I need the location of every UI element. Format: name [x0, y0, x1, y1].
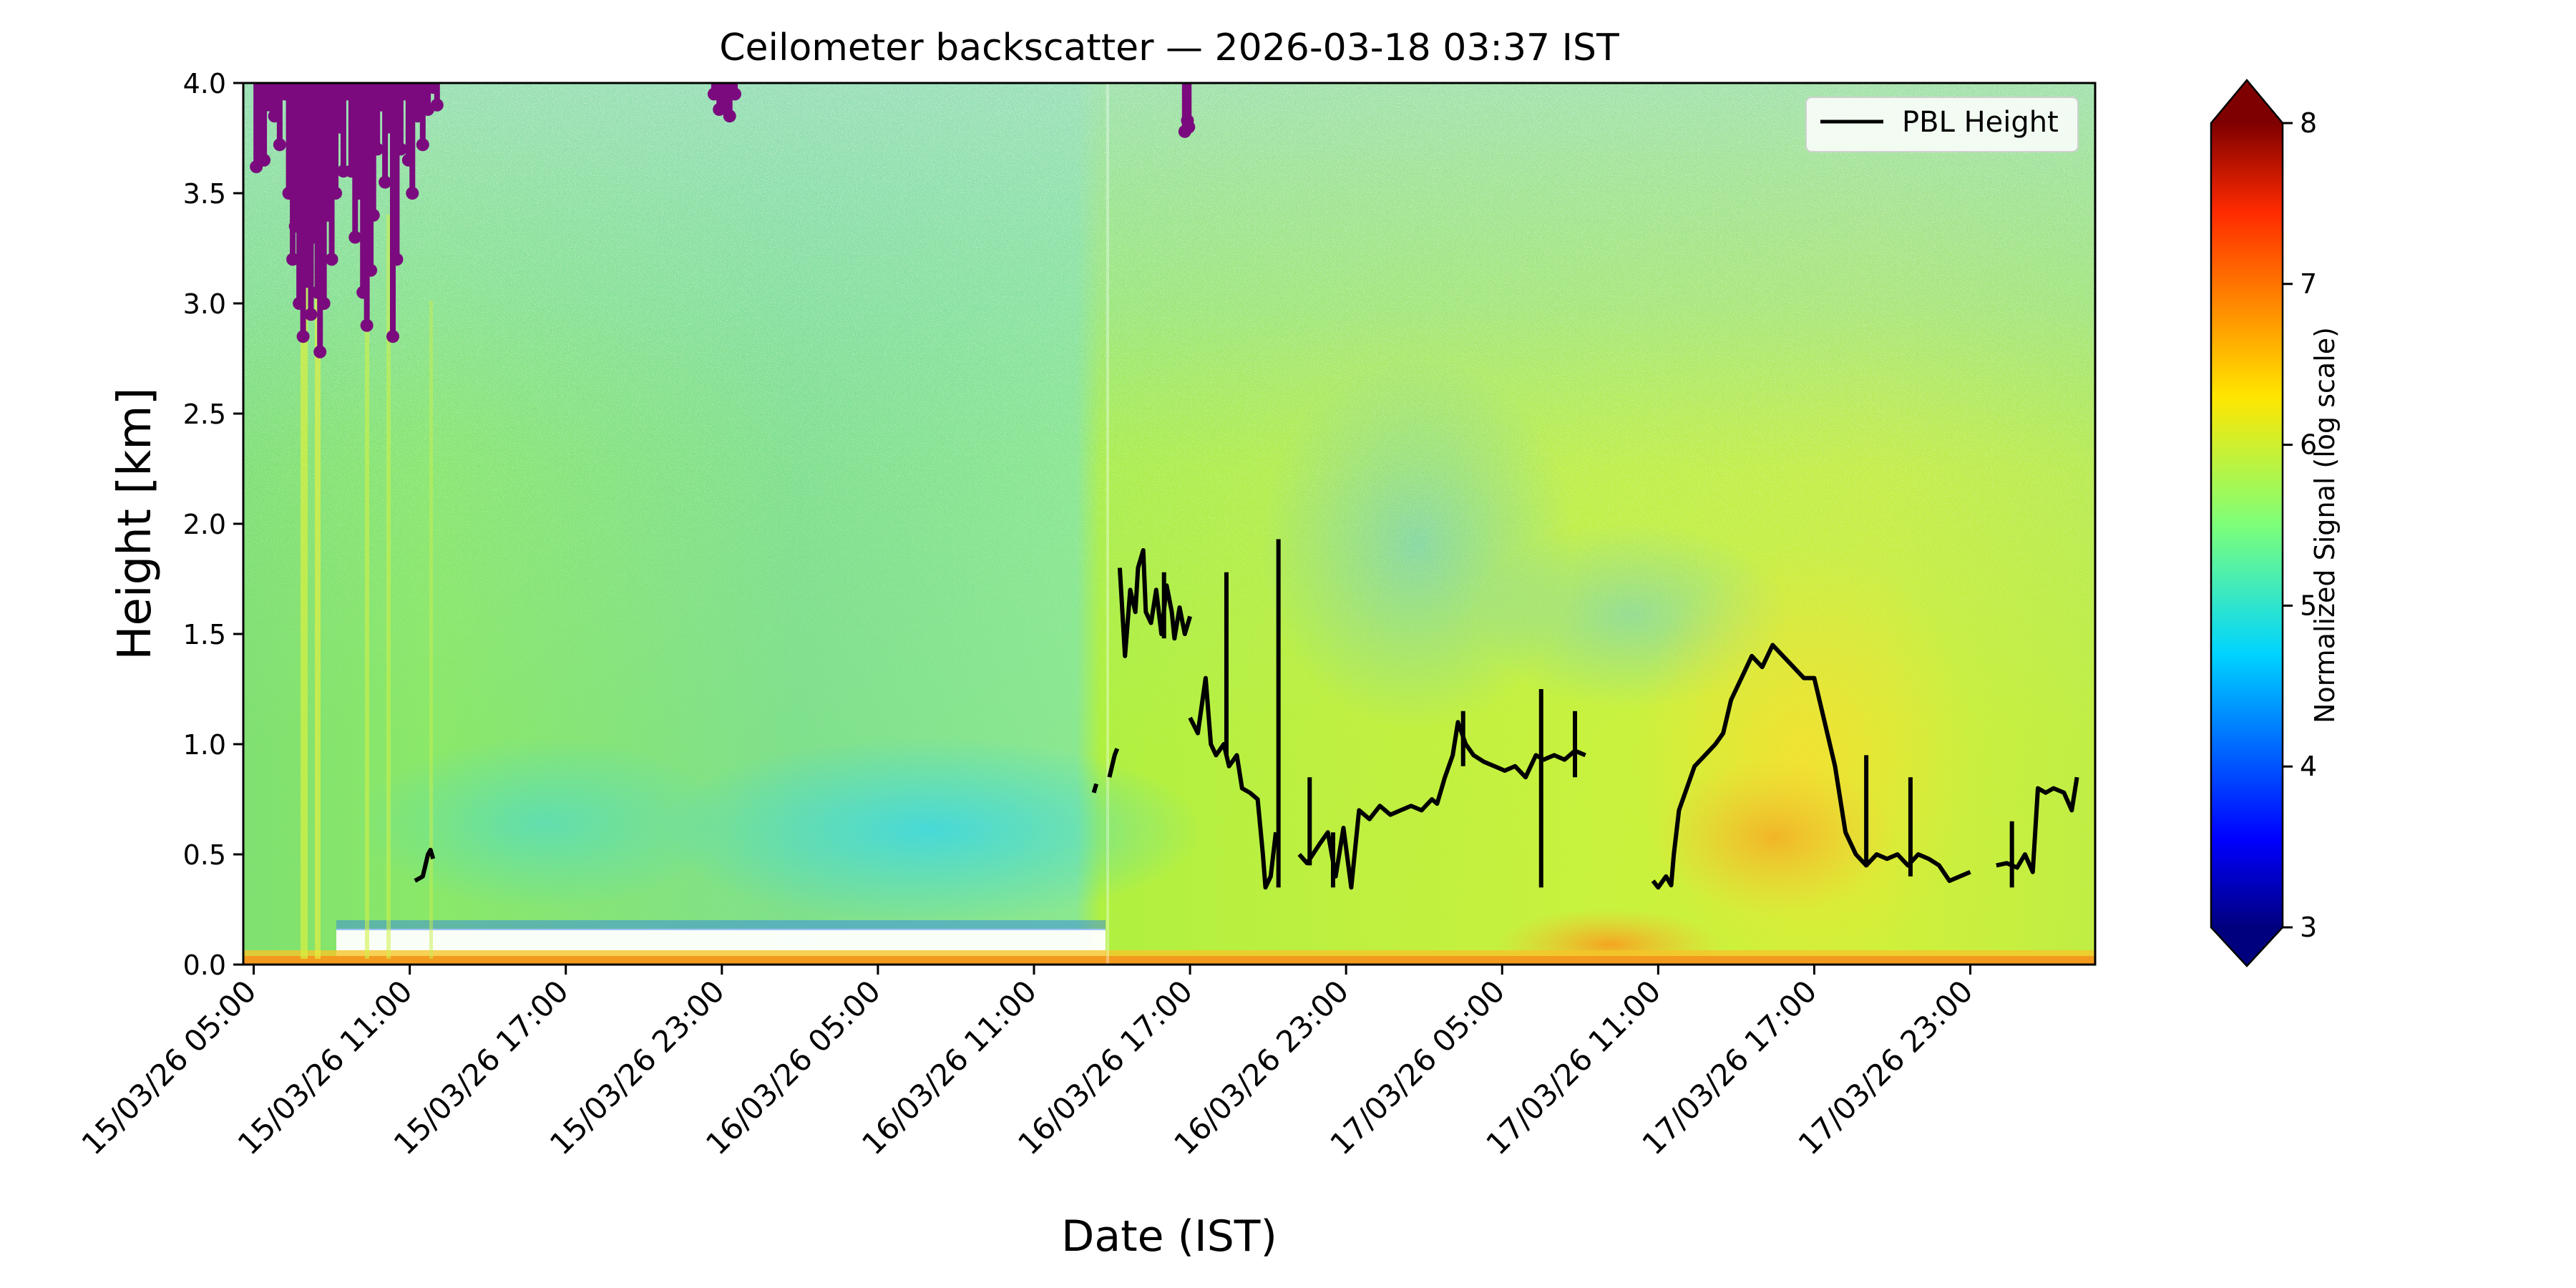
cloud-base-point: [348, 230, 362, 244]
cloud-base-point: [394, 142, 407, 156]
colorbar-extend-top: [2211, 80, 2283, 123]
pbl-height-line: [1091, 783, 1099, 794]
y-axis: 0.0 0.5 1.0 1.5 2.0 2.5 3.0 3.5 4.0: [183, 68, 243, 981]
y-tick-label: 2.0: [183, 509, 226, 540]
pbl-height-line: [1297, 720, 1586, 890]
colorbar: 3 4 5 6 7 8 Normalized Signal (log scale): [2210, 79, 2341, 967]
chart-title: Ceilometer backscatter — 2026-03-18 03:3…: [719, 26, 1619, 69]
cloud-base-point: [360, 318, 374, 332]
pbl-height-line: [1117, 548, 1192, 658]
cloud-base-point: [313, 345, 327, 358]
y-axis-label: Height [km]: [109, 387, 162, 660]
colorbar-tick-label: 7: [2300, 268, 2317, 300]
cloud-base-point: [304, 308, 318, 321]
cloud-base-point: [728, 87, 741, 101]
cloud-base-point: [364, 263, 378, 277]
colorbar-tick-label: 3: [2300, 912, 2317, 943]
colorbar-tick-label: 6: [2300, 429, 2317, 461]
cloud-base-point: [386, 330, 400, 343]
backscatter-heatmap: [243, 83, 2095, 965]
y-tick-label: 3.5: [183, 178, 226, 210]
colorbar-label: Normalized Signal (log scale): [2309, 327, 2341, 723]
legend: PBL Height: [1805, 97, 2079, 152]
cloud-base-point: [273, 138, 286, 152]
y-tick-label: 0.0: [183, 950, 226, 981]
y-tick-label: 4.0: [183, 68, 226, 99]
y-tick-label: 2.5: [183, 399, 226, 430]
colorbar-tick-label: 4: [2300, 751, 2317, 782]
legend-pbl-label: PBL Height: [1902, 106, 2059, 139]
y-tick-label: 1.0: [183, 729, 226, 761]
pbl-height-line: [414, 847, 436, 883]
cloud-base-point: [296, 330, 310, 343]
cloud-base-point: [379, 175, 392, 189]
y-tick-label: 0.5: [183, 839, 226, 871]
cloud-base-point: [286, 253, 300, 266]
cloud-base-point: [1182, 120, 1196, 134]
cloud-base-point: [371, 142, 384, 156]
x-axis-label: Date (IST): [1061, 1211, 1277, 1262]
cloud-base-point: [430, 98, 444, 112]
cloud-base-point: [390, 253, 404, 266]
cloud-base-point: [366, 208, 380, 222]
colorbar-tick-label: 5: [2300, 590, 2317, 621]
y-tick-label: 3.0: [183, 288, 226, 320]
colorbar-extend-bottom: [2211, 927, 2283, 966]
cloud-base-point: [317, 297, 331, 310]
cloud-base-point: [406, 187, 419, 200]
pbl-height-line: [1188, 675, 1278, 890]
colorbar-tick-label: 8: [2300, 107, 2317, 139]
cloud-base-point: [416, 138, 429, 152]
cloud-base-point: [329, 187, 343, 200]
cloud-base-point: [325, 253, 338, 266]
y-tick-label: 1.5: [183, 619, 226, 650]
colorbar-gradient: [2211, 123, 2283, 927]
cloud-base-point: [258, 153, 271, 167]
cloud-base-point: [723, 109, 736, 123]
pbl-height-line: [1107, 748, 1120, 778]
